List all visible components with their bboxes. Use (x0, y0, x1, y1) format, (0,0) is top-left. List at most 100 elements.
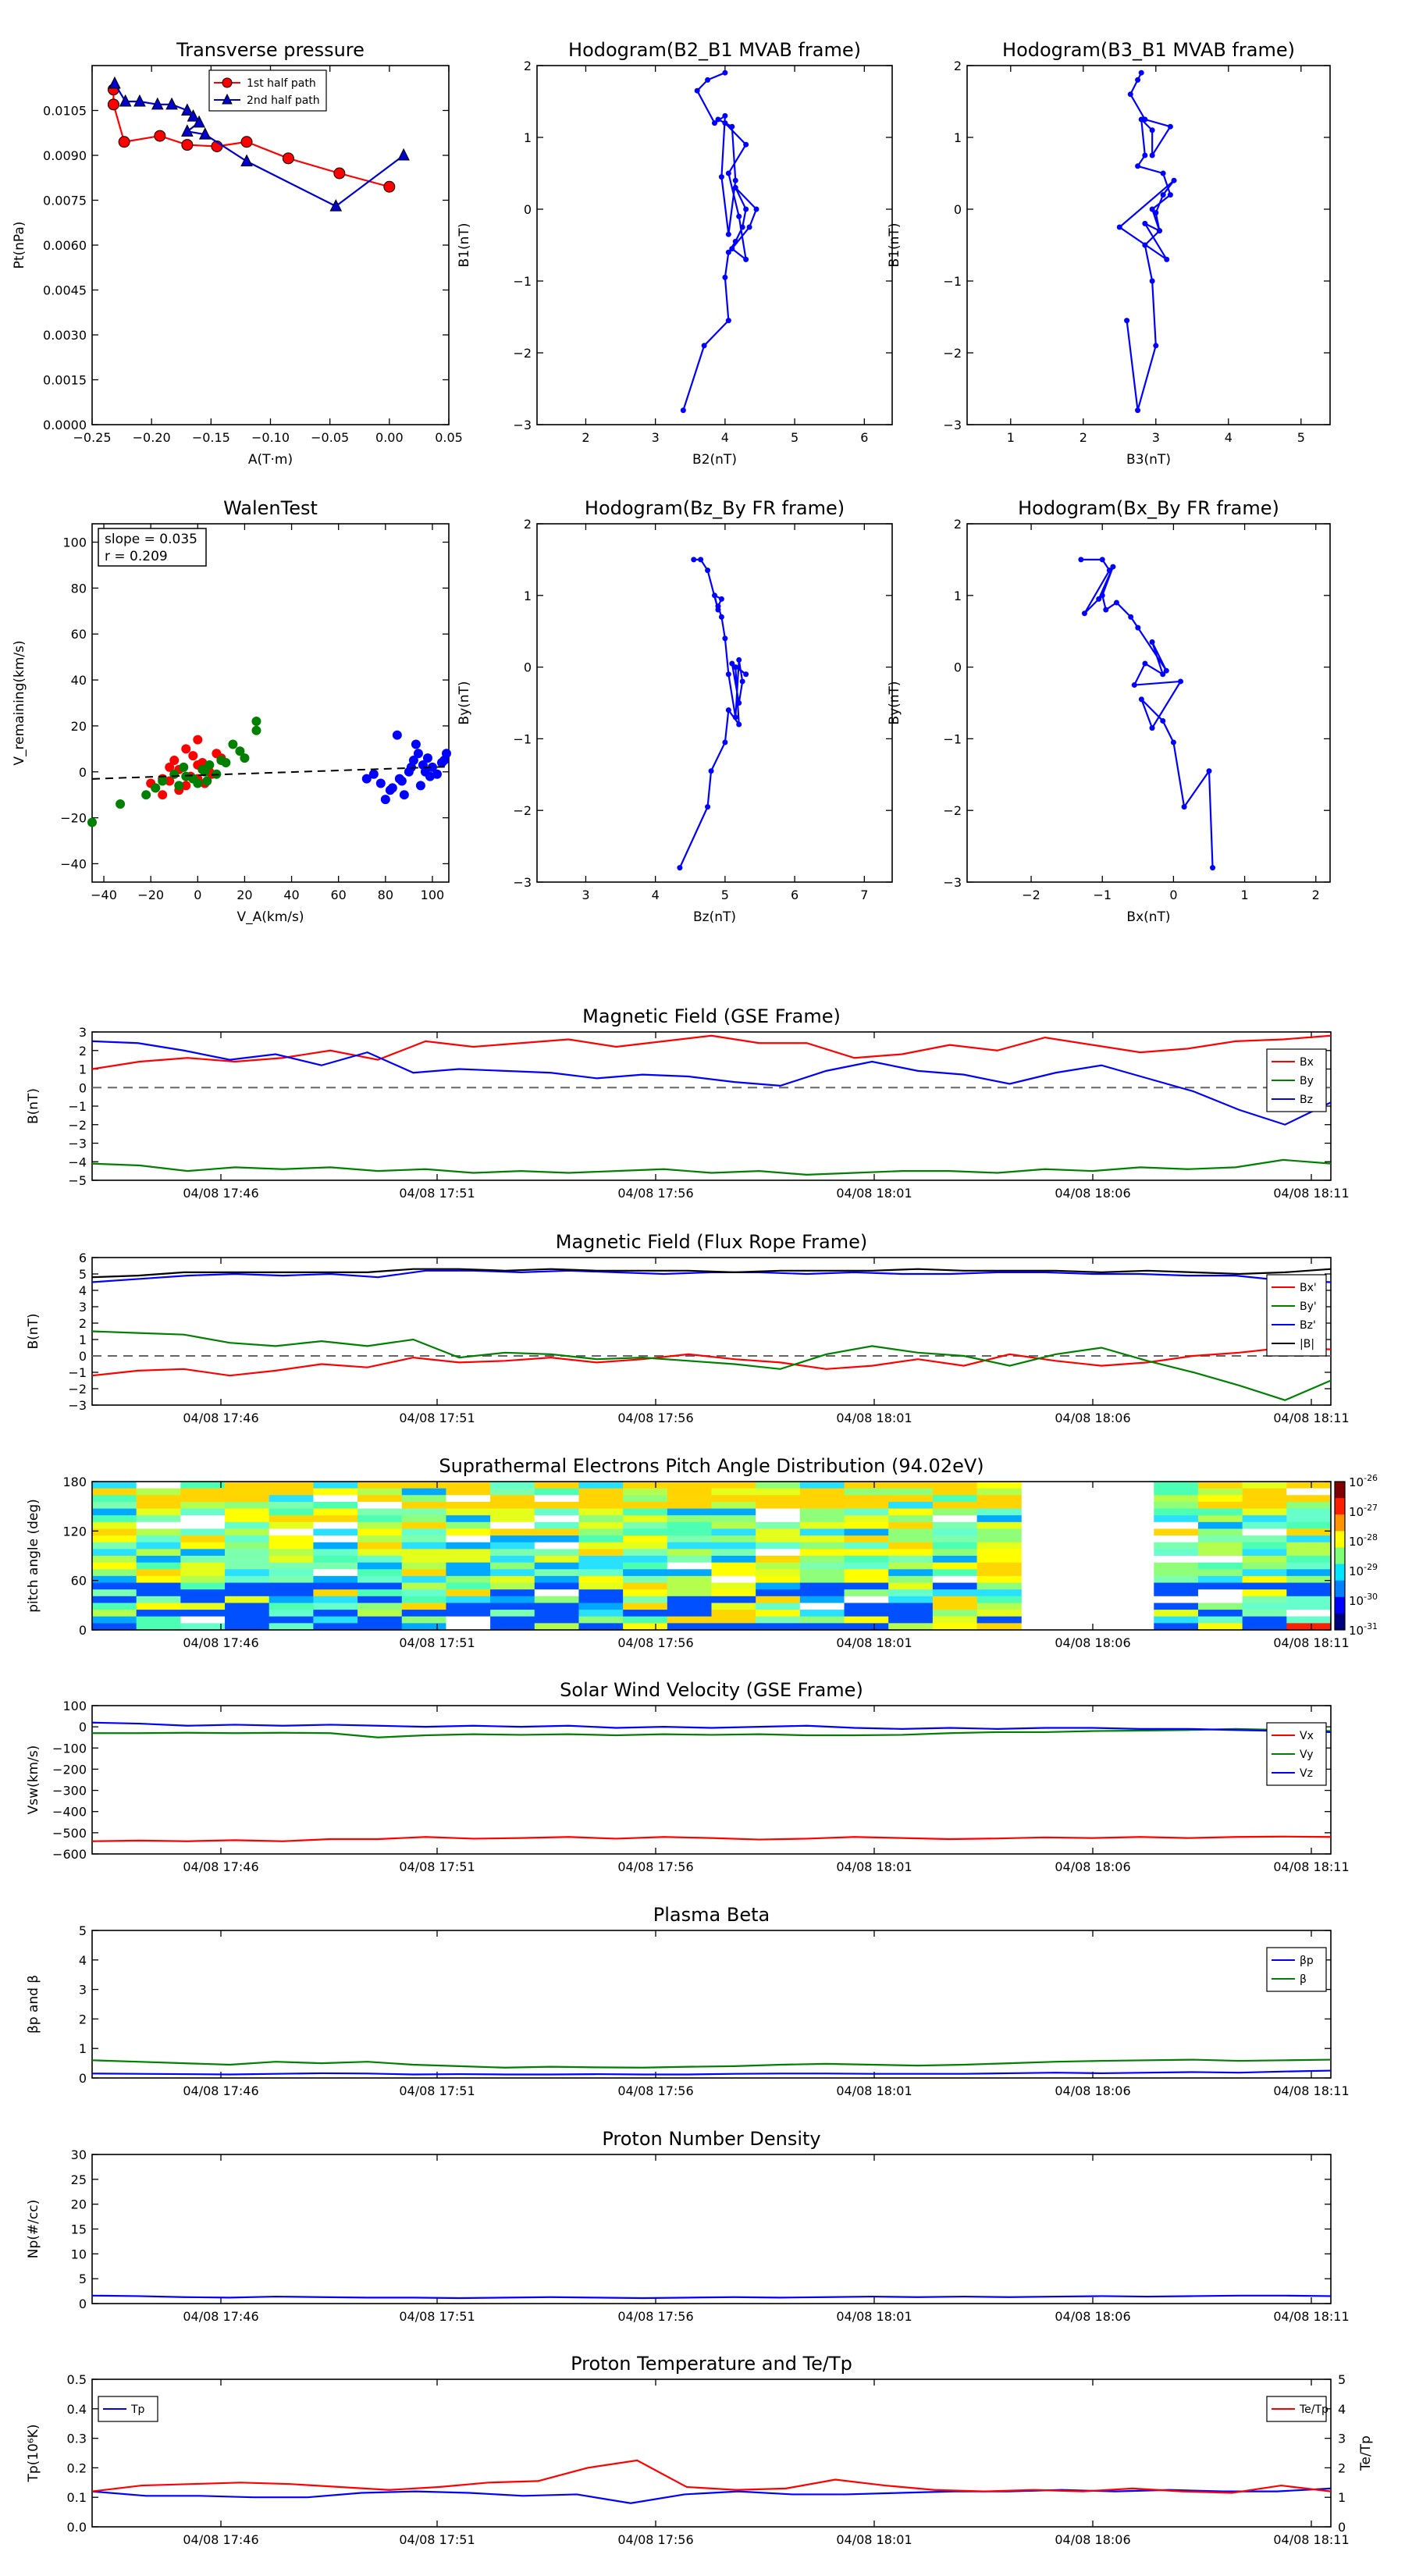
pad-cell (534, 1582, 579, 1590)
pad-cell (446, 1521, 491, 1529)
pad-cell (92, 1515, 137, 1523)
pad-cell (136, 1542, 181, 1550)
tp-ytick-label: 0.0045 (43, 283, 87, 298)
pad-cell (490, 1488, 535, 1496)
tp-point (329, 199, 343, 212)
pad-cell (136, 1549, 181, 1557)
tp2-legend-label: Tp (130, 2403, 145, 2416)
walen-point (169, 756, 180, 766)
tp2-panel: Proton Temperature and Te/Tp 0.0 0.1 0.2 0.3… (26, 2353, 1374, 2547)
pad-cell (976, 1616, 1022, 1624)
bfr-ytick-label: 1 (79, 1332, 87, 1347)
pad-cell (534, 1556, 579, 1564)
pad-cell (1154, 1495, 1199, 1503)
tp-ytick-label: 0.0075 (43, 194, 87, 208)
pad-cell (313, 1501, 358, 1510)
pad-cell (623, 1562, 668, 1570)
pad-cell (1154, 1596, 1199, 1603)
vsw-plot-frame (91, 1705, 1332, 1855)
walen-point (439, 756, 449, 766)
pad-cell (888, 1482, 934, 1489)
pad-cell (888, 1575, 934, 1584)
pad-cell (1242, 1623, 1287, 1631)
pad-cell (1286, 1589, 1332, 1597)
pad-cell (357, 1569, 403, 1577)
pad-cell (446, 1582, 491, 1590)
pad-cell (136, 1482, 181, 1489)
tp-xtick-label: −0.25 (73, 430, 111, 445)
pad-cell (1242, 1508, 1287, 1516)
pad-cell (667, 1603, 712, 1610)
pad-cell (357, 1542, 403, 1550)
vsw-title: Solar Wind Velocity (GSE Frame) (560, 1679, 863, 1701)
pad-cell (578, 1549, 624, 1557)
beta-xtick-label: 04/08 17:56 (617, 2083, 693, 2098)
pad-cell (534, 1603, 579, 1610)
h1-point (722, 274, 728, 280)
bfr-xtick-label: 04/08 18:01 (836, 1411, 912, 1425)
pad-cell (844, 1575, 889, 1584)
pad-cell (446, 1623, 491, 1631)
pad-cell (269, 1582, 314, 1590)
pad-cell (976, 1482, 1022, 1489)
h3-xtick-label: 4 (652, 888, 660, 902)
h2-ytick-label: 0 (954, 202, 962, 217)
walen-point (228, 739, 238, 749)
pad-cell (313, 1495, 358, 1503)
tp2-ytick-label: 0.0 (67, 2520, 87, 2535)
pad-cell (844, 1488, 889, 1496)
tp-legend-marker (222, 93, 233, 105)
pad-panel: Suprathermal Electrons Pitch Angle Distr… (26, 1455, 1378, 1650)
bfr-legend-label: |B| (1300, 1338, 1314, 1350)
pad-cell (932, 1528, 978, 1536)
pad-cell (623, 1515, 668, 1523)
pad-cell (756, 1589, 801, 1597)
pad-cell (756, 1556, 801, 1564)
pad-cell (756, 1610, 801, 1617)
h1-point (722, 112, 728, 119)
pad-cell (578, 1596, 624, 1603)
tp2-xtick-label: 04/08 18:11 (1273, 2532, 1349, 2547)
h2-ylabel: B1(nT) (887, 223, 902, 268)
pad-cell (357, 1589, 403, 1597)
pad-cell (932, 1596, 978, 1603)
pad-cell (1197, 1610, 1243, 1617)
bfr-plot-frame (91, 1257, 1332, 1406)
h4-point (1135, 624, 1141, 631)
pad-cell (401, 1508, 446, 1516)
pad-cell (401, 1488, 446, 1496)
h4-point (1131, 682, 1137, 688)
pad-cell (357, 1549, 403, 1557)
pad-cell (269, 1521, 314, 1529)
pad-cell (534, 1528, 579, 1536)
pad-cell (446, 1515, 491, 1523)
pad-colorbar-label: 10-29 (1349, 1562, 1378, 1578)
pad-ytick-label: 60 (71, 1574, 87, 1589)
pad-cell (844, 1501, 889, 1510)
h1-ytick-label: −2 (513, 346, 532, 361)
pad-cell (269, 1569, 314, 1577)
pad-cell (180, 1501, 226, 1510)
np-xtick-label: 04/08 17:56 (617, 2309, 693, 2324)
pad-cell (180, 1535, 226, 1543)
pad-cell (269, 1623, 314, 1631)
pad-cell (490, 1528, 535, 1536)
bgse-xtick-label: 04/08 18:06 (1055, 1186, 1130, 1201)
h3-xtick-label: 5 (721, 888, 729, 902)
walen-annotation-box (98, 528, 207, 567)
tp-panel: Transverse pressure 0.0000 0.0015 0.0030 0.0… (12, 39, 463, 468)
pad-cell (932, 1616, 978, 1624)
pad-cell (136, 1535, 181, 1543)
pad-cell (888, 1542, 934, 1550)
h3-ylabel: By(nT) (457, 681, 472, 724)
h3-point (732, 714, 738, 720)
pad-cell (578, 1521, 624, 1529)
tp-legend-label: 2nd half path (247, 94, 320, 107)
pad-cell (976, 1603, 1022, 1610)
pad-cell (667, 1521, 712, 1529)
pad-cell (534, 1488, 579, 1496)
pad-cell (92, 1521, 137, 1529)
pad-cell (756, 1616, 801, 1624)
tp-plot-frame (91, 65, 450, 425)
h3-plot-frame (536, 523, 893, 883)
